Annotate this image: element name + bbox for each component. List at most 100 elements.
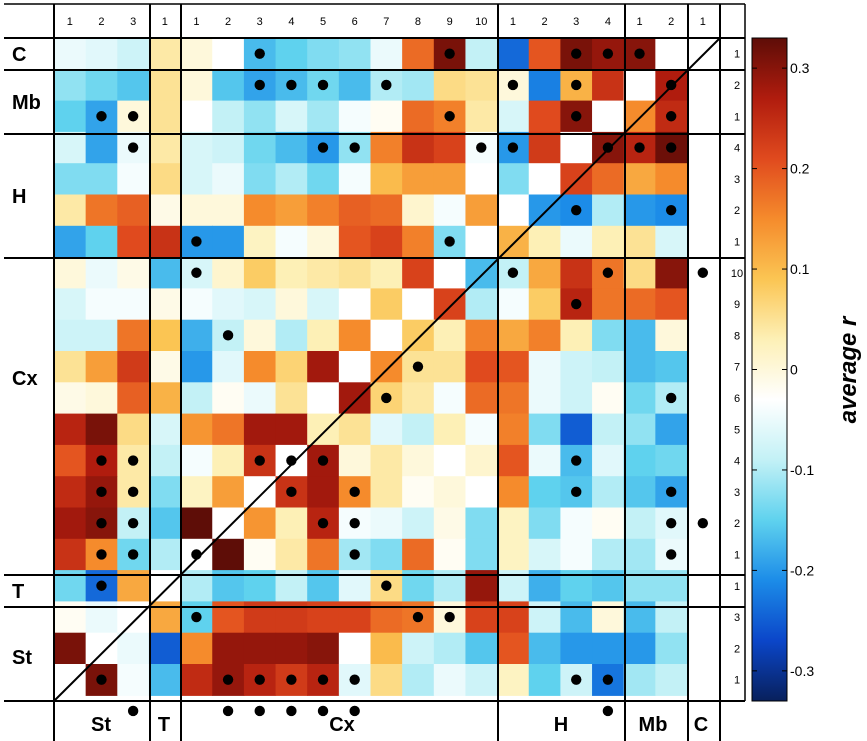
- row-tick-label: 1: [734, 49, 740, 61]
- significance-dot: [96, 455, 107, 466]
- row-tick-label: 5: [734, 424, 740, 436]
- column-group-label: Mb: [639, 714, 668, 736]
- heatmap-cell: [528, 257, 561, 289]
- heatmap-cell: [560, 319, 593, 352]
- heatmap-cell: [528, 288, 561, 321]
- significance-dot: [317, 674, 329, 685]
- heatmap-cell: [402, 507, 435, 540]
- significance-dot: [127, 549, 139, 560]
- heatmap-cell: [370, 194, 403, 227]
- heatmap-cell: [528, 632, 561, 665]
- heatmap-cell: [338, 319, 372, 352]
- heatmap-cell: [212, 476, 245, 509]
- heatmap-cell: [212, 632, 245, 665]
- heatmap-cell: [465, 444, 498, 477]
- significance-dot: [697, 517, 709, 529]
- row-tick-label: 7: [734, 362, 740, 374]
- significance-dot: [127, 517, 139, 529]
- significance-dot: [665, 486, 677, 498]
- heatmap-cell: [370, 225, 403, 258]
- row-tick-label: 3: [734, 612, 740, 624]
- row-group-label: T: [12, 581, 24, 603]
- significance-dot: [602, 674, 614, 685]
- colorbar-ticks: 0.3 0.2 0.1 0 -0.1 -0.2 -0.3: [752, 60, 814, 679]
- heatmap-cell: [623, 476, 656, 509]
- heatmap-cell: [54, 38, 87, 70]
- heatmap-cell: [655, 225, 688, 258]
- heatmap-cell: [465, 38, 498, 70]
- heatmap-cell: [307, 351, 340, 383]
- significance-dot: [349, 486, 360, 498]
- heatmap-cell: [275, 163, 308, 196]
- colorbar-tick-label: -0.2: [790, 562, 814, 578]
- heatmap-cell: [148, 476, 182, 509]
- significance-markers: [96, 48, 709, 717]
- heatmap-cell: [402, 319, 435, 352]
- significance-dot: [349, 142, 360, 153]
- heatmap-cell: [338, 38, 372, 70]
- heatmap-cell: [275, 382, 308, 415]
- group-labels: St T Cx H Mb C C Mb H Cx T St: [12, 44, 708, 736]
- heatmap-cell: [528, 413, 561, 446]
- heatmap-cell: [433, 319, 467, 352]
- row-group-label: St: [12, 647, 32, 669]
- heatmap-cell: [54, 444, 87, 477]
- significance-dot: [412, 611, 424, 623]
- heatmap-cell: [148, 225, 182, 258]
- heatmap-cell: [465, 163, 498, 196]
- heatmap-cell: [465, 100, 498, 133]
- heatmap-cell: [433, 163, 467, 196]
- heatmap-cell: [148, 444, 182, 477]
- row-tick-label: 3: [734, 174, 740, 186]
- heatmap-cell: [433, 382, 467, 415]
- heatmap-cell: [497, 100, 530, 133]
- heatmap-cell: [54, 288, 87, 321]
- heatmap-cell: [623, 69, 656, 102]
- heatmap-cell: [180, 100, 213, 133]
- heatmap-cell: [54, 507, 87, 540]
- heatmap-cell: [402, 288, 435, 321]
- significance-dot: [571, 298, 582, 310]
- heatmap-cell: [212, 538, 245, 571]
- significance-dot: [634, 48, 645, 59]
- significance-dot: [571, 674, 582, 685]
- heatmap-cell: [402, 163, 435, 196]
- heatmap-cell: [180, 351, 213, 383]
- column-group-label: T: [158, 714, 170, 736]
- heatmap-cell: [275, 257, 308, 289]
- heatmap-cell: [370, 538, 403, 571]
- heatmap-cell: [180, 476, 213, 509]
- heatmap-cell: [370, 257, 403, 289]
- heatmap-cell: [54, 319, 87, 352]
- heatmap-cell: [402, 100, 435, 133]
- tick-labels: 1 2 3 1 1 2 3 4 5 6 7 8 9 10 1 2 3 4 1 2 1 1 2 1 4 3 2 1 10 9 8 7 6 5 4 3 2 1…: [67, 16, 743, 687]
- heatmap-cell: [85, 288, 118, 321]
- heatmap-cell: [433, 69, 467, 102]
- row-group-label: Mb: [12, 92, 41, 114]
- heatmap-cell: [180, 38, 213, 70]
- heatmap-cell: [148, 413, 182, 446]
- heatmap-cell: [117, 288, 150, 321]
- significance-dot: [317, 705, 329, 717]
- heatmap-cell: [338, 257, 372, 289]
- heatmap-cell: [465, 225, 498, 258]
- significance-dot: [127, 705, 139, 717]
- heatmap-cell: [148, 507, 182, 540]
- significance-dot: [349, 674, 360, 685]
- column-tick-label: 1: [636, 16, 642, 28]
- heatmap-cell: [243, 351, 277, 383]
- heatmap-cell: [465, 257, 498, 289]
- heatmap-cell: [497, 413, 530, 446]
- heatmap-cell: [433, 194, 467, 227]
- heatmap-cell: [212, 351, 245, 383]
- heatmap-cell: [243, 257, 277, 289]
- column-tick-label: 4: [288, 16, 294, 28]
- row-group-label: C: [12, 44, 26, 66]
- heatmap-cell: [148, 38, 182, 70]
- heatmap-cell: [623, 319, 656, 352]
- significance-dot: [444, 236, 455, 247]
- heatmap-cell: [655, 319, 688, 352]
- heatmap-cell: [275, 319, 308, 352]
- column-group-label: St: [91, 714, 111, 736]
